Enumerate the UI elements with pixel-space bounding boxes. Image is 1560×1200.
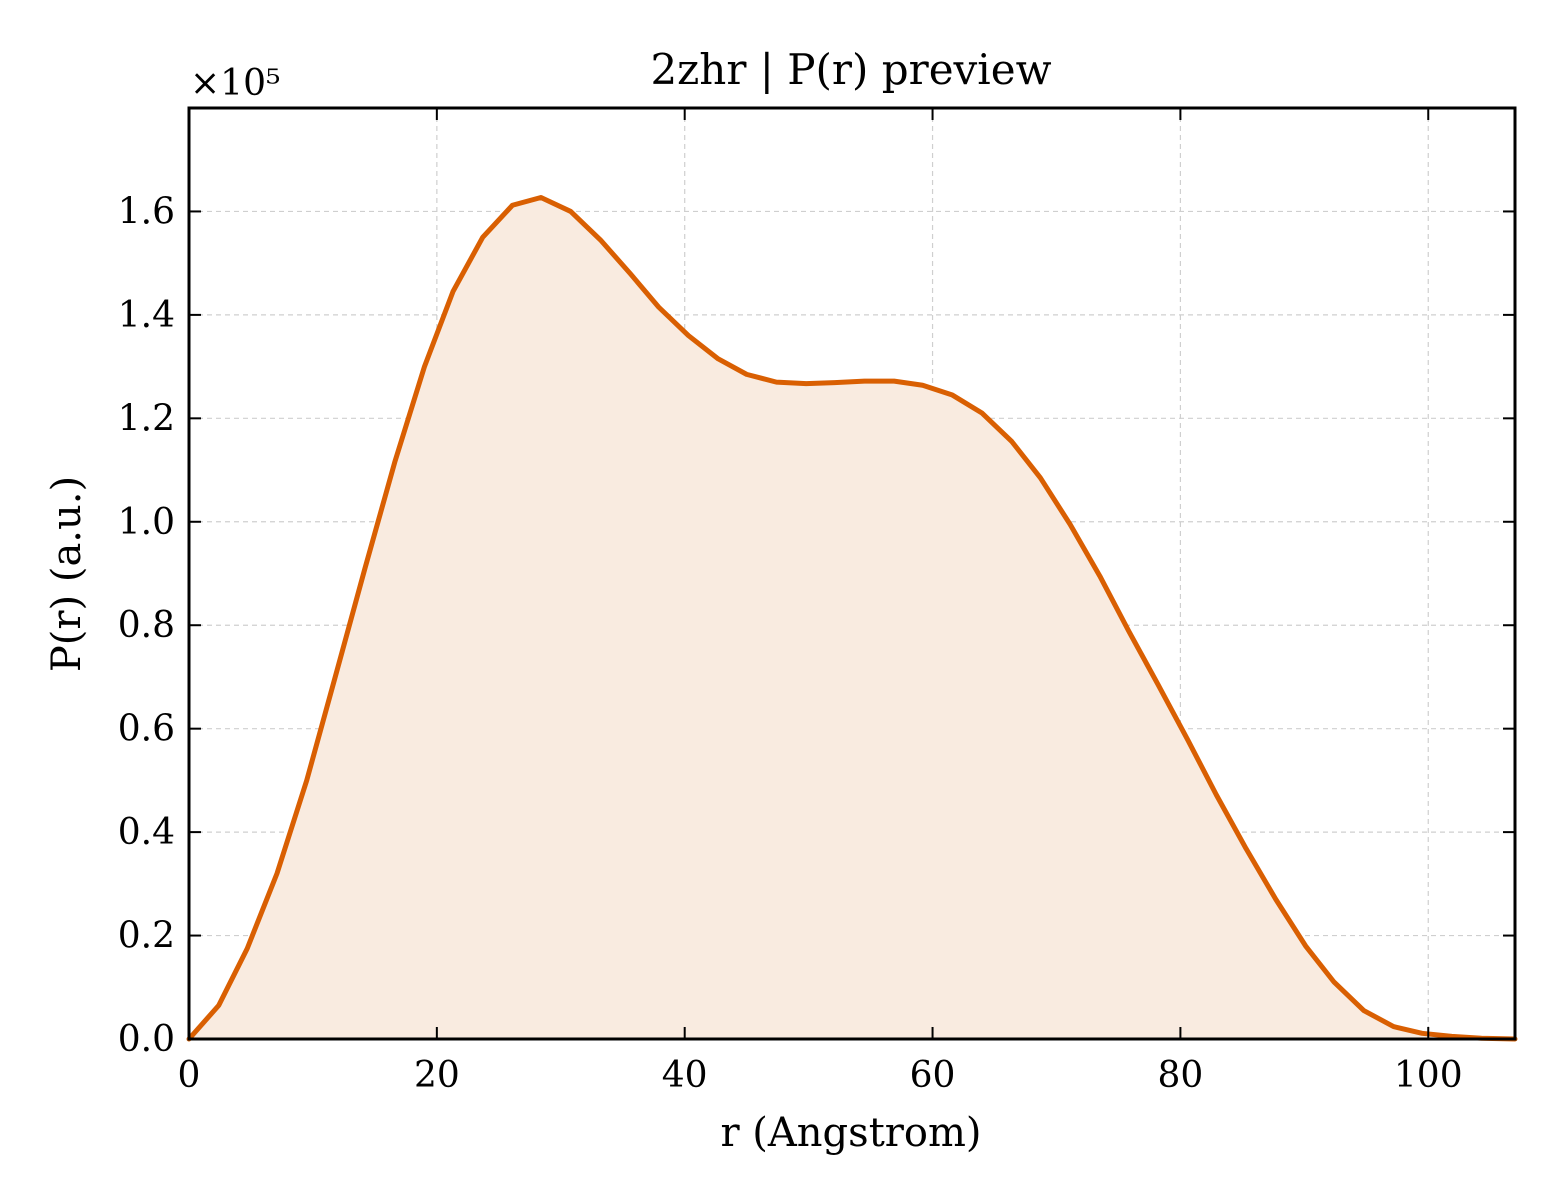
series-line [186, 194, 1518, 1042]
y-tick-label: 0.2 [118, 916, 175, 957]
y-tick-label: 0.8 [118, 605, 175, 646]
plot-frame [187, 106, 1517, 1041]
x-tick-label: 60 [910, 1055, 956, 1096]
x-tick-label: 0 [178, 1055, 201, 1096]
y-tick-label: 0.0 [118, 1019, 175, 1060]
y-tick-label: 1.0 [118, 502, 175, 543]
chart-title: 2zhr | P(r) preview [650, 45, 1051, 94]
x-tick-label: 40 [662, 1055, 708, 1096]
x-axis-label: r (Angstrom) [720, 1110, 981, 1156]
area-fill [189, 197, 1515, 1040]
y-tick-label: 1.6 [118, 191, 175, 232]
y-tick-label: 0.6 [118, 709, 175, 750]
y-multiplier-label: ×10⁵ [190, 63, 280, 104]
x-tick-label: 20 [414, 1055, 460, 1096]
y-tick-label: 0.4 [118, 812, 175, 853]
y-tick-label: 1.4 [118, 295, 175, 336]
x-tick-label: 100 [1394, 1055, 1463, 1096]
y-tick-label: 1.2 [118, 398, 175, 439]
x-tick-label: 80 [1157, 1055, 1203, 1096]
ticks [188, 108, 1515, 1040]
tick-labels: 0 20 40 60 80 100 0.0 0.2 0.4 0.6 0.8 1.0 1.2 1.4 1.6 [118, 191, 1463, 1096]
y-axis-label: P(r) (a.u.) [44, 476, 90, 672]
